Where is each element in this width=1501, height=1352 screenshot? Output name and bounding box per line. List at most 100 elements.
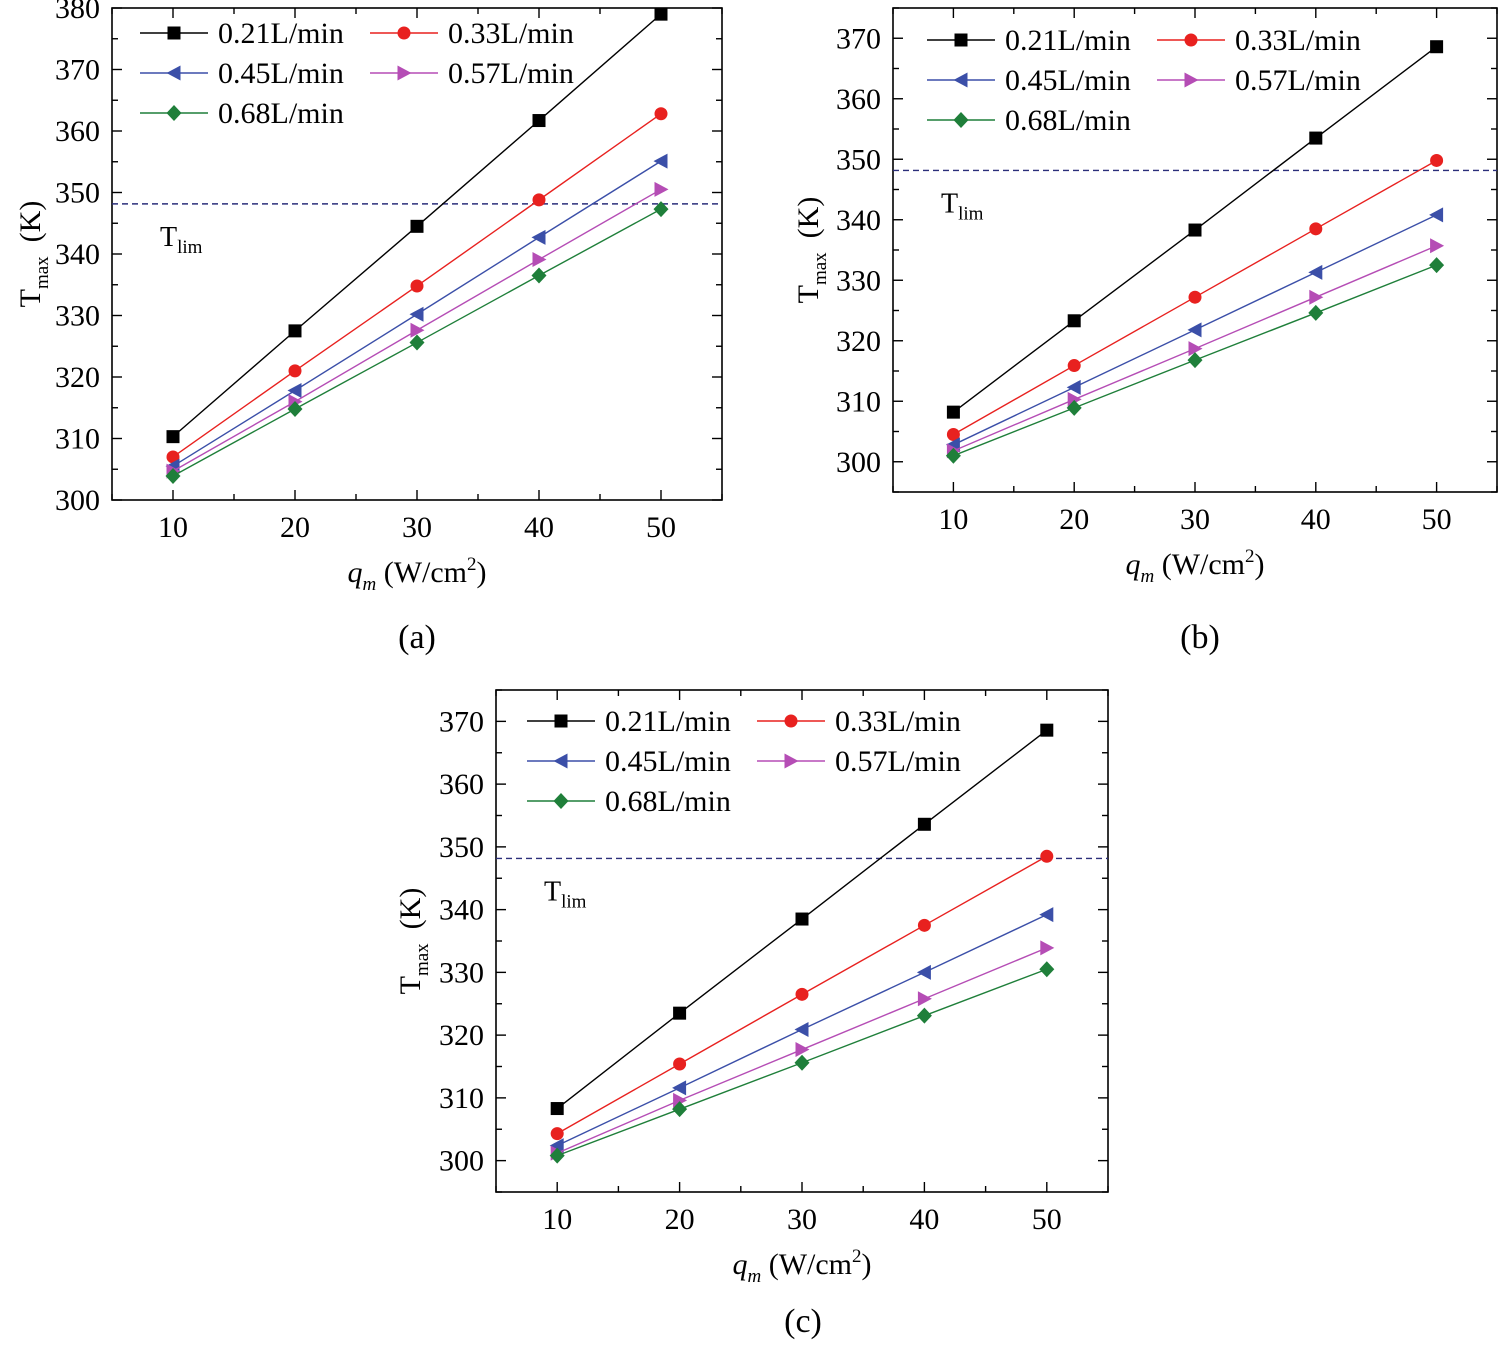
data-point (1187, 322, 1202, 338)
legend-label: 0.33L/min (448, 17, 574, 50)
data-point (672, 1101, 688, 1118)
plot-frame (111, 7, 723, 501)
data-point (1188, 223, 1202, 237)
legend-label: 0.21L/min (218, 17, 344, 50)
data-point (287, 383, 302, 399)
data-point (672, 1080, 687, 1096)
data-point (1066, 379, 1081, 395)
x-tick-label: 40 (524, 511, 554, 544)
legend-label: 0.68L/min (1005, 104, 1131, 137)
data-point (1067, 314, 1081, 328)
data-point (1066, 399, 1082, 416)
legend-marker (954, 33, 968, 47)
data-point (1188, 341, 1203, 357)
x-tick-label: 30 (402, 511, 432, 544)
data-point (1067, 359, 1081, 373)
data-point (1430, 40, 1444, 54)
legend-label: 0.68L/min (218, 97, 344, 130)
y-axis-var: T (792, 285, 825, 303)
panel-label: (a) (398, 619, 436, 656)
legend-label: 0.45L/min (1005, 64, 1131, 97)
data-point (549, 1147, 565, 1164)
y-axis-title: Tmax (K) (394, 888, 433, 995)
data-point (532, 193, 546, 207)
y-tick-label: 330 (836, 264, 881, 297)
data-point (946, 428, 960, 442)
legend-label: 0.33L/min (1235, 24, 1361, 57)
y-tick-label: 340 (439, 894, 484, 927)
data-point (1308, 264, 1323, 280)
y-tick-label: 310 (836, 385, 881, 418)
legend-marker (553, 793, 569, 809)
legend-label: 0.45L/min (218, 57, 344, 90)
data-point (165, 468, 181, 485)
legend-marker (167, 26, 181, 40)
data-point (673, 1006, 687, 1020)
data-point (1039, 907, 1054, 923)
y-tick-label: 310 (439, 1082, 484, 1115)
data-point (550, 1102, 564, 1116)
y-tick-label: 370 (55, 54, 100, 87)
y-axis-sub: max (810, 252, 831, 285)
x-axis-sub: m (362, 574, 376, 595)
tlim-label-main: T (160, 222, 177, 253)
x-axis-title: qm (W/cm2) (347, 554, 486, 595)
x-axis-sup: 2 (1245, 546, 1255, 567)
x-axis-var: q (732, 1248, 747, 1281)
x-tick-label: 30 (1180, 503, 1210, 536)
data-point (1430, 238, 1445, 254)
data-point (794, 1054, 810, 1071)
data-point (795, 912, 809, 926)
data-point (287, 400, 303, 417)
legend-marker (553, 753, 568, 769)
legend-marker (784, 714, 798, 728)
y-tick-label: 300 (55, 484, 100, 517)
y-tick-label: 300 (836, 446, 881, 479)
legend-marker (397, 26, 411, 40)
data-point (288, 324, 302, 338)
legend-marker (1184, 33, 1198, 47)
x-axis-unit: (W/cm (761, 1248, 852, 1281)
data-point (1040, 849, 1054, 863)
data-point (653, 201, 669, 218)
data-point (673, 1092, 688, 1108)
y-tick-label: 330 (55, 300, 100, 333)
y-tick-label: 360 (55, 115, 100, 148)
x-axis-unit: (W/cm (376, 556, 467, 589)
tlim-label-main: T (544, 876, 561, 907)
y-tick-label: 320 (439, 1019, 484, 1052)
x-axis-close: ) (862, 1248, 872, 1281)
y-tick-label: 340 (55, 238, 100, 271)
y-tick-label: 320 (836, 325, 881, 358)
y-axis-title: Tmax (K) (792, 197, 831, 304)
data-point (1039, 961, 1055, 978)
data-point (795, 1042, 810, 1058)
legend-marker (554, 714, 568, 728)
data-point (1429, 207, 1444, 223)
tlim-label: Tlim (941, 188, 984, 224)
data-point (288, 364, 302, 378)
data-point (532, 252, 547, 268)
y-tick-label: 330 (439, 956, 484, 989)
x-tick-label: 40 (909, 1203, 939, 1236)
legend-label: 0.21L/min (605, 705, 731, 738)
data-point (917, 817, 931, 831)
legend-marker (953, 72, 968, 88)
y-tick-label: 350 (439, 831, 484, 864)
data-point (1040, 723, 1054, 737)
data-point (409, 334, 425, 351)
x-tick-label: 30 (787, 1203, 817, 1236)
data-point (654, 107, 668, 121)
data-point (1308, 304, 1324, 321)
data-point (409, 306, 424, 322)
x-axis-sub: m (1140, 566, 1154, 587)
x-axis-sup: 2 (467, 554, 477, 575)
x-axis-close: ) (477, 556, 487, 589)
y-axis-title: Tmax (K) (14, 201, 53, 308)
y-axis-var: T (394, 976, 427, 994)
x-tick-label: 40 (1301, 503, 1331, 536)
legend-label: 0.57L/min (835, 745, 961, 778)
data-point (410, 322, 425, 338)
legend-marker (166, 65, 181, 81)
